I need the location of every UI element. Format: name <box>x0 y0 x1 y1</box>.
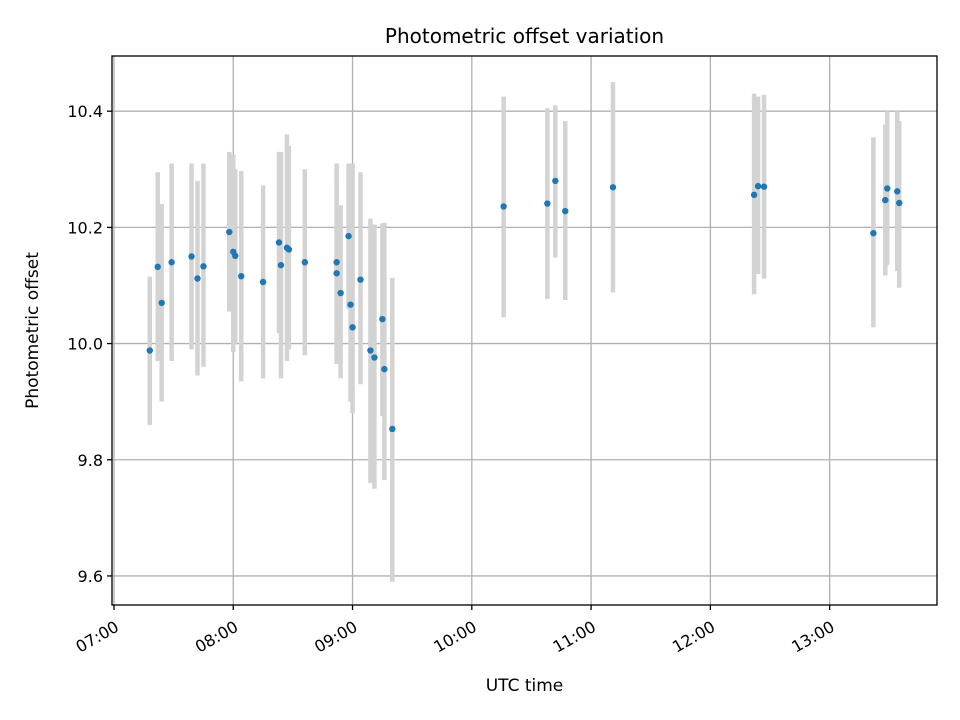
y-tick-label: 10.0 <box>67 335 103 354</box>
data-point <box>188 253 195 260</box>
data-point <box>379 315 386 323</box>
data-point <box>347 301 354 308</box>
data-point <box>154 263 161 271</box>
grid <box>112 56 937 605</box>
data-point <box>870 229 877 237</box>
x-axis-label: UTC time <box>486 676 564 696</box>
data-point <box>226 228 233 236</box>
data-point <box>544 200 551 207</box>
y-tick-label: 9.8 <box>78 451 103 470</box>
data-point <box>158 299 165 307</box>
data-point <box>371 354 378 361</box>
data-point <box>333 259 340 266</box>
data-point <box>894 188 901 195</box>
data-point <box>194 275 201 282</box>
data-point <box>357 276 364 283</box>
data-point <box>200 263 207 270</box>
y-axis-ticks: 9.6 9.8 10.0 10.2 10.4 <box>67 102 112 586</box>
data-point <box>367 347 374 354</box>
data-point <box>333 270 340 277</box>
chart-title: Photometric offset variation <box>385 24 664 48</box>
data-point <box>381 365 388 373</box>
y-tick-label: 9.6 <box>78 567 103 586</box>
data-point <box>760 183 768 190</box>
data-point <box>562 207 569 215</box>
data-point <box>146 347 153 354</box>
data-point <box>896 199 903 207</box>
data-point <box>500 203 507 210</box>
data-points <box>146 177 903 433</box>
data-point <box>232 252 239 260</box>
data-point <box>337 289 344 297</box>
data-point <box>238 272 245 280</box>
data-point <box>389 425 396 433</box>
data-point <box>285 246 293 253</box>
data-point <box>884 185 891 192</box>
data-point <box>552 177 559 185</box>
y-tick-label: 10.4 <box>67 102 103 121</box>
y-tick-label: 10.2 <box>67 218 103 237</box>
plot-frame <box>111 55 938 606</box>
data-point <box>168 259 175 266</box>
data-point <box>259 278 267 286</box>
data-point <box>277 261 285 269</box>
y-axis-label: Photometric offset <box>23 252 43 409</box>
data-point <box>882 196 889 204</box>
data-point <box>750 191 758 199</box>
data-point <box>275 239 283 246</box>
data-point <box>609 184 617 191</box>
data-point <box>349 324 356 331</box>
data-point <box>301 259 309 266</box>
data-point <box>754 182 762 190</box>
data-point <box>345 232 352 240</box>
